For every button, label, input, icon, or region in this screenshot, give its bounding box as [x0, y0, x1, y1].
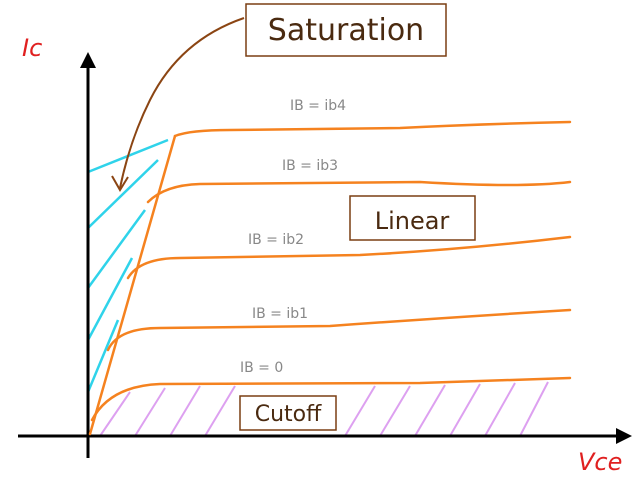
- y-axis-label: Ic: [22, 34, 42, 62]
- curve: [106, 308, 572, 352]
- curve: [90, 376, 572, 422]
- curve: [126, 235, 572, 280]
- cutoff-box: [239, 395, 337, 431]
- pointer-head: [111, 175, 129, 192]
- region-label: Linear: [375, 207, 450, 235]
- pointer-arrow: [119, 17, 245, 189]
- y-arrow: [80, 52, 96, 68]
- saturation-boundary: [88, 134, 177, 436]
- region-label: Cutoff: [255, 402, 322, 427]
- x-axis-label: Vce: [578, 448, 622, 476]
- saturation-box: [245, 3, 447, 57]
- curve-label: IB = 0: [240, 360, 283, 376]
- region-label: Saturation: [268, 13, 424, 48]
- curve: [173, 120, 572, 138]
- saturation-hatch: [86, 138, 169, 393]
- curve-label: IB = ib2: [248, 232, 304, 248]
- curve-label: IB = ib3: [282, 158, 338, 174]
- linear-box: [349, 195, 476, 241]
- x-arrow: [616, 428, 632, 444]
- curve-label: IB = ib4: [290, 98, 346, 114]
- curve-label: IB = ib1: [252, 306, 308, 322]
- cutoff-hatch: [99, 381, 549, 437]
- curve: [146, 180, 572, 204]
